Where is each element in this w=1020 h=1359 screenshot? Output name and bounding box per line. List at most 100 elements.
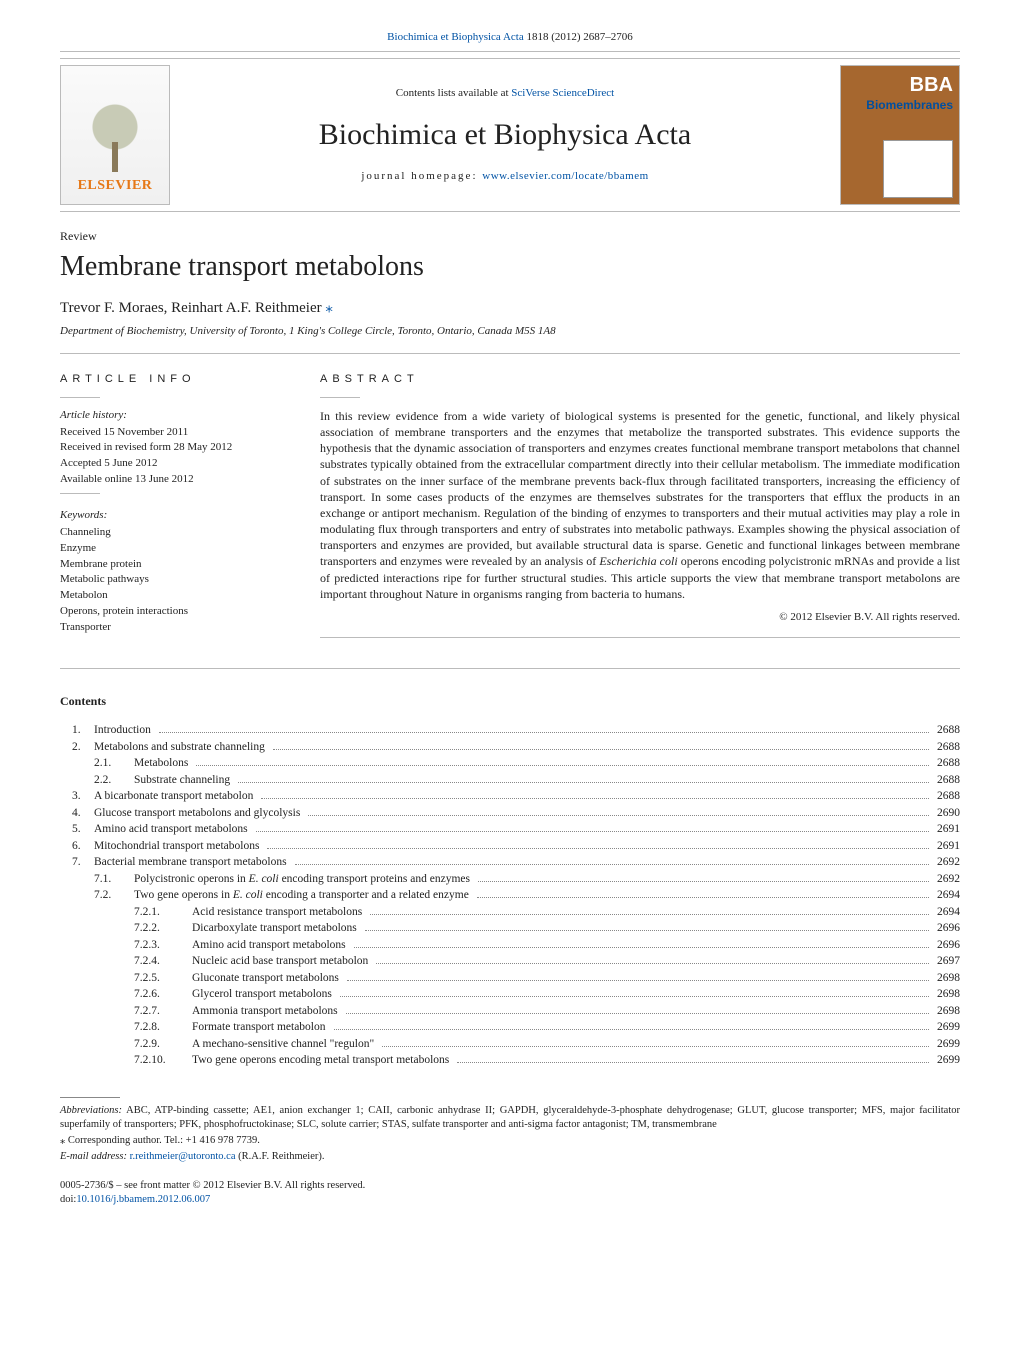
toc-page: 2699 [933, 1053, 960, 1069]
toc-title: Glycerol transport metabolons [192, 987, 336, 1003]
journal-cover: BBA Biomembranes [840, 65, 960, 205]
toc-number: 7.2.9. [60, 1037, 192, 1053]
history-line: Accepted 5 June 2012 [60, 456, 290, 471]
toc-page: 2691 [933, 822, 960, 838]
cover-brand: BBA [910, 72, 953, 99]
masthead: ELSEVIER Contents lists available at Sci… [60, 58, 960, 212]
toc-number: 7.2.3. [60, 938, 192, 954]
keyword: Channeling [60, 525, 290, 540]
toc-number: 5. [60, 822, 94, 838]
toc-entry: 7.2.8.Formate transport metabolon2699 [60, 1020, 960, 1036]
journal-homepage: journal homepage: www.elsevier.com/locat… [194, 169, 816, 184]
abbreviations: Abbreviations: ABC, ATP-binding cassette… [60, 1104, 960, 1132]
toc-number: 7.2.10. [60, 1053, 192, 1069]
keyword: Transporter [60, 620, 290, 635]
toc-dots [273, 749, 929, 750]
toc-number: 2.1. [60, 756, 134, 772]
footnotes: Abbreviations: ABC, ATP-binding cassette… [60, 1097, 960, 1207]
doi-link[interactable]: 10.1016/j.bbamem.2012.06.007 [76, 1194, 210, 1205]
publisher-name: ELSEVIER [78, 177, 153, 196]
toc-entry: 7.1.Polycistronic operons in E. coli enc… [60, 872, 960, 888]
toc-entry: 7.Bacterial membrane transport metabolon… [60, 855, 960, 871]
toc-title: Introduction [94, 723, 155, 739]
toc-dots [370, 914, 929, 915]
toc-number: 6. [60, 839, 94, 855]
toc-dots [340, 996, 929, 997]
toc-page: 2699 [933, 1037, 960, 1053]
doi: doi:10.1016/j.bbamem.2012.06.007 [60, 1193, 960, 1207]
toc-entry: 7.2.7.Ammonia transport metabolons2698 [60, 1004, 960, 1020]
toc-dots [196, 765, 929, 766]
toc-entry: 2.Metabolons and substrate channeling268… [60, 740, 960, 756]
toc-number: 2.2. [60, 773, 134, 789]
keyword: Metabolon [60, 588, 290, 603]
toc-page: 2699 [933, 1020, 960, 1036]
toc-title: Mitochondrial transport metabolons [94, 839, 263, 855]
toc-entry: 7.2.2.Dicarboxylate transport metabolons… [60, 921, 960, 937]
toc-page: 2691 [933, 839, 960, 855]
toc-entry: 7.2.1.Acid resistance transport metabolo… [60, 905, 960, 921]
toc-dots [261, 798, 929, 799]
toc-page: 2694 [933, 888, 960, 904]
toc-page: 2696 [933, 938, 960, 954]
toc-title: Dicarboxylate transport metabolons [192, 921, 361, 937]
toc-dots [382, 1046, 929, 1047]
affiliation: Department of Biochemistry, University o… [60, 324, 960, 339]
sciverse-link[interactable]: SciVerse ScienceDirect [511, 87, 614, 99]
toc-title: Nucleic acid base transport metabolon [192, 954, 372, 970]
toc-title: Gluconate transport metabolons [192, 971, 343, 987]
history-line: Available online 13 June 2012 [60, 472, 290, 487]
toc-page: 2698 [933, 1004, 960, 1020]
homepage-link[interactable]: www.elsevier.com/locate/bbamem [482, 170, 648, 182]
toc-entry: 6.Mitochondrial transport metabolons 2691 [60, 839, 960, 855]
toc-entry: 3.A bicarbonate transport metabolon2688 [60, 789, 960, 805]
corresponding-author: ⁎ Corresponding author. Tel.: +1 416 978… [60, 1134, 960, 1148]
toc-number: 7.2.5. [60, 971, 192, 987]
cover-thumbnail [883, 140, 953, 198]
toc-page: 2698 [933, 987, 960, 1003]
toc-number: 1. [60, 723, 94, 739]
toc-page: 2697 [933, 954, 960, 970]
toc-entry: 7.2.Two gene operons in E. coli encoding… [60, 888, 960, 904]
toc-title: Metabolons and substrate channeling [94, 740, 269, 756]
toc-entry: 7.2.9.A mechano-sensitive channel "regul… [60, 1037, 960, 1053]
top-citation-link[interactable]: Biochimica et Biophysica Acta 1818 (2012… [387, 31, 633, 43]
cover-subtitle: Biomembranes [866, 97, 953, 113]
toc-entry: 4.Glucose transport metabolons and glyco… [60, 806, 960, 822]
toc-title: Ammonia transport metabolons [192, 1004, 342, 1020]
email-link[interactable]: r.reithmeier@utoronto.ca [130, 1151, 236, 1162]
toc-number: 7.2. [60, 888, 134, 904]
table-of-contents: 1.Introduction 26882.Metabolons and subst… [60, 723, 960, 1069]
toc-dots [159, 732, 929, 733]
toc-dots [267, 848, 929, 849]
toc-entry: 7.2.5.Gluconate transport metabolons 2698 [60, 971, 960, 987]
toc-entry: 7.2.6.Glycerol transport metabolons2698 [60, 987, 960, 1003]
toc-title: A mechano-sensitive channel "regulon" [192, 1037, 378, 1053]
article-title: Membrane transport metabolons [60, 248, 960, 286]
toc-title: Two gene operons in E. coli encoding a t… [134, 888, 473, 904]
toc-dots [478, 881, 929, 882]
toc-page: 2698 [933, 971, 960, 987]
toc-dots [256, 831, 929, 832]
article-type: Review [60, 228, 960, 244]
toc-page: 2692 [933, 872, 960, 888]
toc-dots [238, 782, 929, 783]
toc-title: Glucose transport metabolons and glycoly… [94, 806, 304, 822]
toc-title: Substrate channeling [134, 773, 234, 789]
abstract-heading: ABSTRACT [320, 372, 960, 387]
toc-dots [376, 963, 929, 964]
toc-entry: 1.Introduction 2688 [60, 723, 960, 739]
corresponding-star[interactable]: ⁎ [325, 300, 333, 316]
front-matter: 0005-2736/$ – see front matter © 2012 El… [60, 1179, 960, 1193]
article-info: ARTICLE INFO Article history: Received 1… [60, 372, 290, 644]
toc-number: 7.2.2. [60, 921, 192, 937]
toc-dots [308, 815, 929, 816]
history-label: Article history: [60, 408, 290, 423]
toc-page: 2688 [933, 740, 960, 756]
toc-entry: 5.Amino acid transport metabolons2691 [60, 822, 960, 838]
toc-page: 2688 [933, 723, 960, 739]
keyword: Operons, protein interactions [60, 604, 290, 619]
abstract: ABSTRACT In this review evidence from a … [320, 372, 960, 644]
keyword: Enzyme [60, 541, 290, 556]
toc-number: 7.2.8. [60, 1020, 192, 1036]
